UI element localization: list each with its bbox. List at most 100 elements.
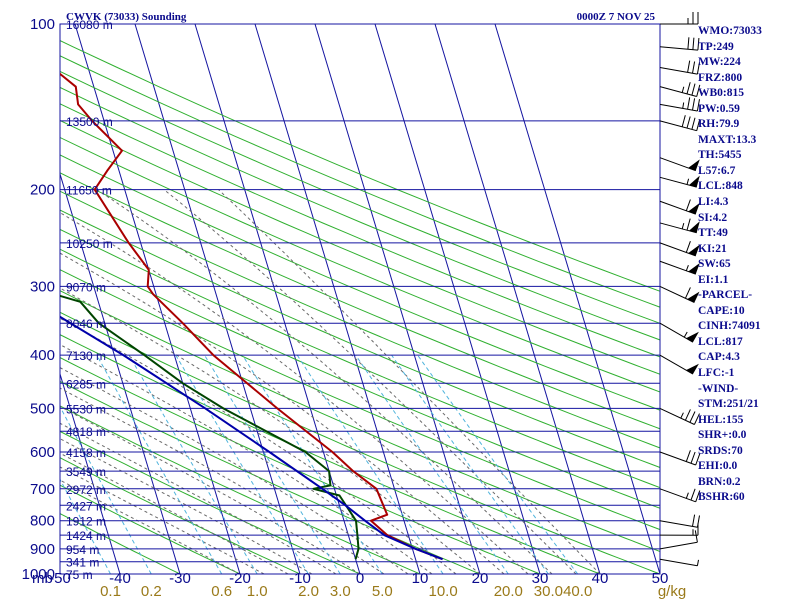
height-label: 13500 m bbox=[66, 115, 113, 129]
wind-barbs bbox=[659, 12, 701, 567]
axis-labels: 0.1 0.2 0.6 1.0 2.0 3.0 5.0 10.0 20.0 30.0 40.0 g/k… bbox=[22, 16, 687, 600]
wind-barb bbox=[659, 97, 700, 112]
temperature-tick-label: 50 bbox=[652, 570, 669, 587]
index-entry: WB0:815 bbox=[698, 87, 744, 100]
moist-adiabat bbox=[60, 438, 313, 574]
mixing-ratio-unit: g/kg bbox=[658, 583, 686, 600]
index-entry: STM:251/21 bbox=[698, 398, 759, 411]
height-label: 16080 m bbox=[66, 18, 113, 32]
temperature-trace bbox=[60, 72, 443, 561]
index-entry: FRZ:800 bbox=[698, 71, 743, 84]
height-label: 1912 m bbox=[66, 515, 106, 529]
index-entry: L57:6.7 bbox=[698, 164, 736, 177]
index-entry: HEL:155 bbox=[698, 413, 744, 426]
wind-barb bbox=[659, 285, 700, 303]
wind-barb bbox=[659, 514, 700, 528]
moist-adiabat bbox=[60, 252, 505, 574]
isotherm-line bbox=[494, 24, 660, 574]
height-label: 6285 m bbox=[66, 377, 106, 391]
chart-title: CWVK (73033) Sounding bbox=[66, 11, 187, 23]
moist-adiabat bbox=[96, 189, 553, 574]
sounding-traces bbox=[60, 72, 443, 561]
plot-frame bbox=[59, 23, 661, 575]
index-entry: EHI:0.0 bbox=[698, 460, 738, 473]
height-label: 7130 m bbox=[66, 349, 106, 363]
isotherm-line bbox=[134, 24, 301, 574]
height-label: 954 m bbox=[66, 543, 99, 557]
wind-barb bbox=[659, 199, 700, 215]
index-entry: TP:249 bbox=[698, 40, 734, 53]
mixing-ratio-tick-label: 20.0 bbox=[494, 583, 523, 600]
wind-barb bbox=[660, 12, 699, 25]
mixing-ratio-tick-label: 5.0 bbox=[372, 583, 393, 600]
wind-barb bbox=[659, 322, 699, 343]
index-entry: TT:49 bbox=[698, 227, 728, 240]
pressure-tick-label: 800 bbox=[30, 513, 55, 530]
index-entry: SRDS:70 bbox=[698, 444, 743, 457]
wind-barb bbox=[659, 530, 698, 550]
x-axis-label: mb bbox=[32, 570, 53, 587]
wind-barb bbox=[659, 175, 700, 188]
pressure-tick-label: 600 bbox=[30, 444, 55, 461]
mixing-ratio-tick-label: 3.0 bbox=[330, 583, 351, 600]
index-entry: BRN:0.2 bbox=[698, 475, 741, 488]
mixing-ratio-tick-label: 2.0 bbox=[298, 583, 319, 600]
temperature-tick-label: -50 bbox=[49, 570, 71, 587]
height-label: 4158 m bbox=[66, 446, 106, 460]
mixing-ratio-tick-label: 10.0 bbox=[428, 583, 457, 600]
stability-index-panel: WMO:73033 TP:249 MW:224 FRZ:800 WB0:815 PW:0.… bbox=[698, 24, 798, 506]
temperature-tick-label: -40 bbox=[109, 570, 131, 587]
index-entry: -PARCEL- bbox=[698, 289, 753, 302]
mixing-ratio-tick-label: 0.1 bbox=[100, 583, 121, 600]
index-entry: LCL:817 bbox=[698, 335, 743, 348]
mixing-ratio-tick-label: 40.0 bbox=[563, 583, 592, 600]
wind-barb bbox=[659, 354, 699, 375]
wind-barb bbox=[659, 450, 701, 466]
wind-barb bbox=[659, 407, 700, 425]
pressure-tick-label: 500 bbox=[30, 400, 55, 417]
wind-barb bbox=[659, 218, 700, 234]
moist-adiabat bbox=[60, 317, 457, 574]
wind-barb bbox=[659, 60, 700, 75]
moist-adiabat bbox=[60, 212, 529, 574]
height-label: 5530 m bbox=[66, 402, 106, 416]
wind-barb bbox=[659, 157, 700, 172]
wind-barb bbox=[659, 488, 701, 503]
isotherm-line bbox=[374, 24, 541, 574]
temperature-tick-label: 10 bbox=[412, 570, 429, 587]
height-label: 1424 m bbox=[66, 529, 106, 543]
index-entry: EI:1.1 bbox=[698, 273, 729, 286]
moist-adiabat bbox=[60, 452, 289, 574]
height-label: 9070 m bbox=[66, 280, 106, 294]
height-label: 341 m bbox=[66, 556, 99, 570]
index-entry: WMO:73033 bbox=[698, 25, 762, 37]
height-label: 3549 m bbox=[66, 465, 106, 479]
mixing-ratio-tick-label: 0.6 bbox=[211, 583, 232, 600]
index-entry: LI:4.3 bbox=[698, 196, 729, 209]
index-entry: SW:65 bbox=[698, 258, 731, 271]
wind-barb bbox=[659, 558, 699, 567]
index-entry: TH:5455 bbox=[698, 149, 742, 162]
parcel-trace bbox=[60, 315, 443, 561]
isotherm-line bbox=[254, 24, 421, 574]
temperature-tick-label: 0 bbox=[356, 570, 364, 587]
height-label: 2427 m bbox=[66, 499, 106, 513]
temperature-tick-label: -30 bbox=[169, 570, 191, 587]
index-entry: CINH:74091 bbox=[698, 320, 761, 333]
pressure-tick-label: 100 bbox=[30, 16, 55, 33]
temperature-tick-label: -20 bbox=[229, 570, 251, 587]
pressure-tick-label: 1000 bbox=[22, 566, 55, 583]
pressure-tick-label: 900 bbox=[30, 541, 55, 558]
pressure-tick-label: 300 bbox=[30, 278, 55, 295]
index-entry: LFC:-1 bbox=[698, 367, 735, 380]
index-entry: PW:0.59 bbox=[698, 102, 740, 115]
index-entry: CAPE:10 bbox=[698, 304, 745, 317]
height-label: 11650 m bbox=[66, 184, 112, 198]
moist-adiabat bbox=[60, 466, 265, 574]
temperature-tick-label: -10 bbox=[289, 570, 311, 587]
temperature-tick-label: 30 bbox=[532, 570, 549, 587]
wind-barb bbox=[659, 37, 700, 51]
moist-adiabat bbox=[163, 189, 577, 574]
index-entry: CAP:4.3 bbox=[698, 351, 740, 364]
